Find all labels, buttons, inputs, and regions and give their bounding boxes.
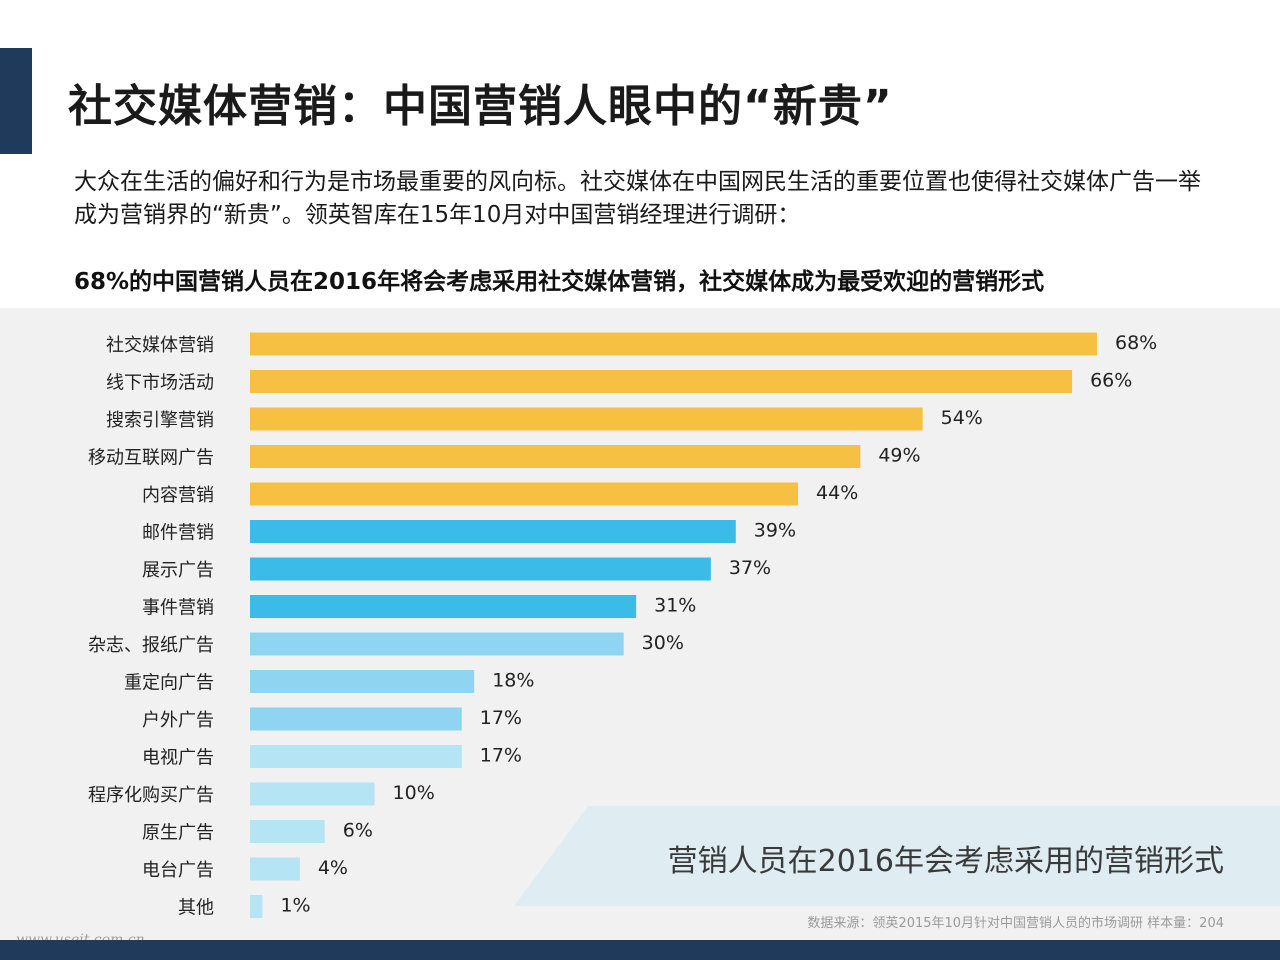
- bar-chart: 社交媒体营销 68% 线下市场活动 66% 搜索引擎营销 54% 移动互联网广告 49% 内容营…: [88, 332, 1157, 919]
- value-label: 54%: [941, 407, 983, 429]
- category-label: 事件营销: [142, 598, 214, 619]
- bar: [250, 745, 462, 768]
- bar: [250, 857, 300, 881]
- bar: [250, 782, 375, 806]
- left-accent-bar: [0, 48, 32, 154]
- bar: [250, 370, 1073, 393]
- value-label: 66%: [1090, 370, 1132, 392]
- source-note: 数据来源：领英2015年10月针对中国营销人员的市场调研 样本量：204: [807, 916, 1224, 931]
- value-label: 18%: [492, 670, 534, 692]
- category-label: 电台广告: [142, 860, 214, 881]
- value-label: 10%: [393, 782, 435, 804]
- bottom-bar: [0, 940, 1280, 960]
- category-label: 展示广告: [142, 560, 214, 581]
- bar: [250, 445, 861, 468]
- bar: [250, 670, 475, 693]
- value-label: 4%: [318, 857, 348, 879]
- category-label: 其他: [178, 898, 214, 919]
- value-label: 17%: [480, 745, 522, 767]
- category-label: 杂志、报纸广告: [88, 635, 214, 656]
- slide-title: 社交媒体营销：中国营销人眼中的“新贵”: [68, 81, 893, 132]
- value-label: 68%: [1115, 332, 1157, 354]
- bar: [250, 407, 923, 431]
- value-label: 31%: [654, 595, 696, 617]
- value-label: 1%: [280, 895, 310, 917]
- category-label: 重定向广告: [124, 673, 214, 694]
- bar: [250, 632, 624, 656]
- bar: [250, 707, 462, 731]
- category-label: 电视广告: [142, 748, 214, 769]
- category-label: 移动互联网广告: [88, 448, 214, 469]
- intro-paragraph: 大众在生活的偏好和行为是市场最重要的风向标。社交媒体在中国网民生活的重要位置也使…: [74, 169, 1201, 228]
- bar: [250, 520, 736, 543]
- category-label: 程序化购买广告: [88, 785, 214, 806]
- value-label: 30%: [642, 632, 684, 654]
- category-label: 邮件营销: [142, 523, 214, 544]
- value-label: 49%: [878, 445, 920, 467]
- bar: [250, 482, 799, 506]
- category-label: 社交媒体营销: [106, 335, 214, 356]
- bar: [250, 820, 325, 843]
- caption-box: 营销人员在2016年会考虑采用的营销形式: [514, 806, 1280, 906]
- value-label: 6%: [343, 820, 373, 842]
- value-label: 37%: [729, 557, 771, 579]
- category-label: 线下市场活动: [106, 373, 214, 394]
- chart-caption: 营销人员在2016年会考虑采用的营销形式: [667, 844, 1224, 879]
- value-label: 39%: [754, 520, 796, 542]
- category-label: 搜索引擎营销: [106, 410, 214, 431]
- bar: [250, 557, 711, 581]
- category-label: 内容营销: [142, 485, 214, 506]
- value-label: 44%: [816, 482, 858, 504]
- bar: [250, 332, 1097, 356]
- category-label: 原生广告: [142, 823, 214, 844]
- value-label: 17%: [480, 707, 522, 729]
- category-label: 户外广告: [142, 710, 214, 731]
- bar: [250, 595, 637, 618]
- headline-statement: 68%的中国营销人员在2016年将会考虑采用社交媒体营销，社交媒体成为最受欢迎的…: [74, 269, 1045, 295]
- bar: [250, 895, 263, 918]
